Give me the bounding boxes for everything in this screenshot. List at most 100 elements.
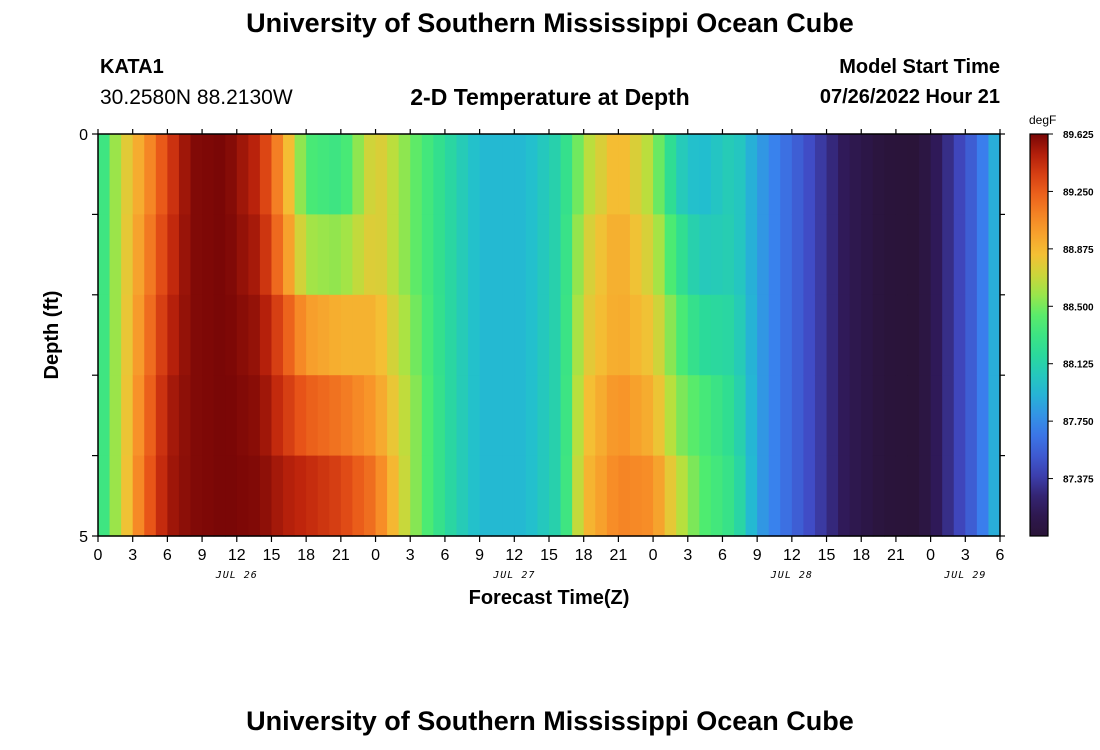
heatmap-cell	[294, 134, 307, 215]
colorbar	[1029, 133, 1049, 537]
heatmap-cell	[479, 375, 492, 457]
y-tick-label: 0	[79, 127, 88, 144]
heatmap-cell	[988, 294, 1001, 376]
heatmap-cell	[456, 214, 469, 296]
heatmap-cell	[468, 455, 481, 537]
heatmap-cell	[410, 455, 423, 537]
heatmap-cell	[306, 455, 319, 537]
heatmap-cell	[294, 294, 307, 376]
heatmap-cell	[988, 375, 1001, 457]
heatmap-cell	[178, 294, 192, 376]
heatmap-cell	[283, 294, 296, 376]
heatmap-cell	[942, 294, 955, 376]
heatmap-cell	[340, 134, 354, 215]
heatmap-cell	[132, 214, 145, 296]
x-tick-label: 0	[371, 547, 380, 564]
heatmap-cell	[514, 455, 527, 537]
heatmap-cell	[849, 294, 862, 376]
heatmap-cell	[803, 294, 816, 376]
heatmap-cell	[283, 214, 296, 296]
heatmap-cell	[363, 134, 377, 215]
heatmap-cells	[98, 134, 1001, 537]
heatmap-cell	[583, 214, 596, 296]
heatmap-cell	[549, 375, 562, 457]
heatmap-cell	[387, 375, 400, 457]
station-coordinates: 30.2580N 88.2130W	[100, 86, 293, 109]
heatmap-cell	[525, 455, 539, 537]
heatmap-cell	[155, 375, 168, 457]
heatmap-cell	[895, 294, 909, 376]
heatmap-cell	[722, 375, 735, 457]
heatmap-cell	[491, 214, 504, 296]
heatmap-cell	[814, 214, 828, 296]
heatmap-cell	[641, 455, 654, 537]
x-tick-label: 12	[783, 547, 801, 564]
x-tick-label: 3	[961, 547, 970, 564]
heatmap-cell	[468, 214, 481, 296]
heatmap-cell	[791, 375, 805, 457]
heatmap-cell	[398, 134, 411, 215]
heatmap-cell	[236, 455, 249, 537]
heatmap-cell	[132, 134, 145, 215]
heatmap-cell	[653, 375, 666, 457]
colorbar-tick-label: 89.250	[1063, 187, 1094, 198]
heatmap-cell	[144, 455, 157, 537]
heatmap-cell	[178, 134, 192, 215]
heatmap-cell	[965, 134, 978, 215]
heatmap-cell	[988, 455, 1001, 537]
heatmap-cell	[109, 294, 122, 376]
heatmap-cell	[629, 455, 643, 537]
heatmap-cell	[225, 375, 238, 457]
heatmap-cell	[572, 214, 585, 296]
heatmap-cell	[606, 214, 619, 296]
heatmap-cell	[710, 214, 724, 296]
heatmap-cell	[213, 375, 226, 457]
heatmap-cell	[664, 134, 677, 215]
heatmap-cell	[618, 214, 631, 296]
heatmap-cell	[363, 294, 377, 376]
heatmap-cell	[838, 214, 851, 296]
heatmap-cell	[398, 455, 411, 537]
heatmap-cell	[514, 134, 527, 215]
heatmap-cell	[930, 455, 943, 537]
footer-title: University of Southern Mississippi Ocean…	[246, 706, 854, 736]
heatmap-cell	[514, 294, 527, 376]
heatmap-cell	[757, 134, 770, 215]
heatmap-cell	[780, 294, 793, 376]
heatmap-cell	[352, 294, 365, 376]
heatmap-cell	[387, 455, 400, 537]
colorbar-tick-label: 89.625	[1063, 130, 1094, 141]
heatmap-cell	[433, 455, 446, 537]
x-tick-label: 3	[406, 547, 415, 564]
x-tick-label: 6	[440, 547, 449, 564]
heatmap-cell	[872, 455, 885, 537]
heatmap-cell	[699, 134, 712, 215]
heatmap-cell	[572, 375, 585, 457]
heatmap-cell	[271, 455, 284, 537]
heatmap-cell	[167, 134, 180, 215]
heatmap-cell	[225, 214, 238, 296]
heatmap-cell	[861, 134, 874, 215]
heatmap-cell	[387, 294, 400, 376]
heatmap-cell	[537, 294, 550, 376]
heatmap-cell	[537, 375, 550, 457]
heatmap-cell	[329, 375, 342, 457]
heatmap-cell	[560, 214, 573, 296]
heatmap-cell	[202, 134, 215, 215]
heatmap-cell	[583, 455, 596, 537]
heatmap-cell	[421, 214, 434, 296]
heatmap-cell	[225, 294, 238, 376]
heatmap-cell	[664, 214, 677, 296]
x-tick-label: 18	[575, 547, 593, 564]
x-tick-label: 18	[297, 547, 315, 564]
heatmap-cell	[109, 134, 122, 215]
heatmap-cell	[549, 455, 562, 537]
heatmap-cell	[352, 134, 365, 215]
heatmap-cell	[861, 214, 874, 296]
heatmap-cell	[676, 294, 689, 376]
heatmap-cell	[676, 214, 689, 296]
x-tick-label: 21	[609, 547, 627, 564]
heatmap-cell	[560, 134, 573, 215]
heatmap-cell	[849, 214, 862, 296]
heatmap-cell	[710, 375, 724, 457]
